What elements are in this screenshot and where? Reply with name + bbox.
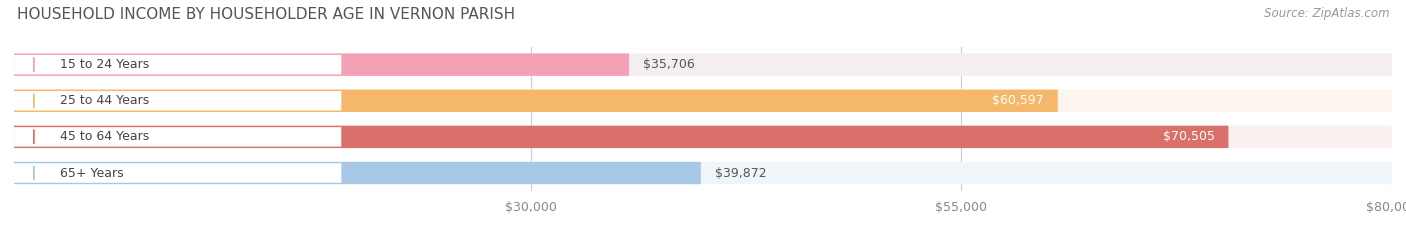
Text: HOUSEHOLD INCOME BY HOUSEHOLDER AGE IN VERNON PARISH: HOUSEHOLD INCOME BY HOUSEHOLDER AGE IN V…: [17, 7, 515, 22]
Text: $70,505: $70,505: [1163, 130, 1215, 143]
FancyBboxPatch shape: [14, 53, 1392, 76]
Text: 15 to 24 Years: 15 to 24 Years: [60, 58, 149, 71]
Text: $35,706: $35,706: [643, 58, 695, 71]
FancyBboxPatch shape: [14, 126, 1229, 148]
FancyBboxPatch shape: [14, 163, 342, 183]
FancyBboxPatch shape: [14, 127, 342, 147]
Text: 65+ Years: 65+ Years: [60, 167, 124, 179]
Text: 25 to 44 Years: 25 to 44 Years: [60, 94, 149, 107]
FancyBboxPatch shape: [14, 162, 700, 184]
Text: 45 to 64 Years: 45 to 64 Years: [60, 130, 149, 143]
FancyBboxPatch shape: [14, 53, 628, 76]
FancyBboxPatch shape: [14, 89, 1057, 112]
Text: $60,597: $60,597: [993, 94, 1045, 107]
Text: $39,872: $39,872: [714, 167, 766, 179]
FancyBboxPatch shape: [14, 162, 1392, 184]
FancyBboxPatch shape: [14, 91, 342, 110]
Text: Source: ZipAtlas.com: Source: ZipAtlas.com: [1264, 7, 1389, 20]
FancyBboxPatch shape: [14, 55, 342, 74]
FancyBboxPatch shape: [14, 126, 1392, 148]
FancyBboxPatch shape: [14, 89, 1392, 112]
